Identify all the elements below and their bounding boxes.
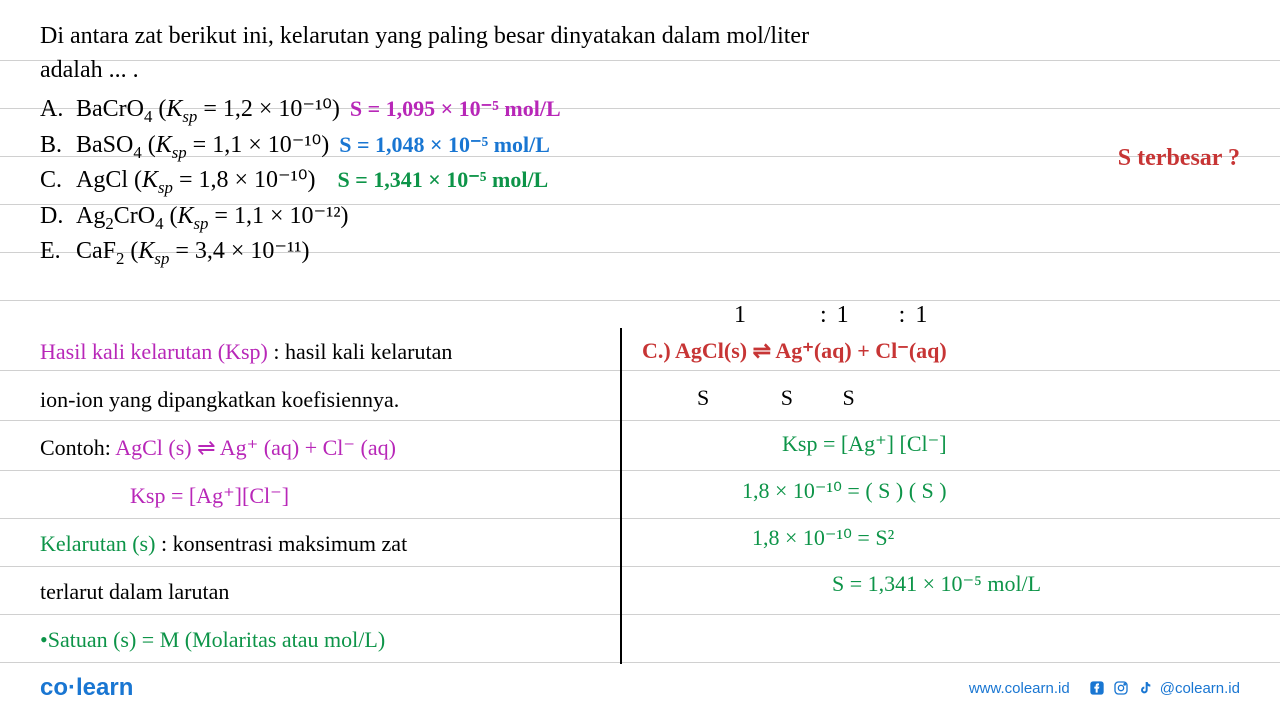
facebook-icon — [1088, 679, 1106, 697]
option-label-e: E. — [40, 235, 76, 267]
explain-line-5: Kelarutan (s) : konsentrasi maksimum zat — [40, 520, 610, 568]
annotation-c: S = 1,341 × 10⁻⁵ mol/L — [337, 165, 548, 195]
ratio-row: 1 : 1 : 1 — [734, 302, 929, 329]
option-e: E. CaF2 (Ksp = 3,4 × 10⁻¹¹) — [40, 235, 1240, 270]
annotation-a: S = 1,095 × 10⁻⁵ mol/L — [350, 94, 561, 124]
tiktok-icon — [1136, 679, 1154, 697]
footer-right: www.colearn.id @colearn.id — [969, 679, 1240, 697]
question-line-2: adalah ... . — [40, 54, 1240, 88]
explain-line-4: Ksp = [Ag⁺][Cl⁻] — [40, 472, 610, 520]
annotation-b: S = 1,048 × 10⁻⁵ mol/L — [339, 130, 550, 160]
option-label-c: C. — [40, 164, 76, 196]
ksp-line-1: Ksp = [Ag⁺] [Cl⁻] — [642, 421, 1240, 468]
explain-line-3: Contoh: AgCl (s) ⇌ Ag⁺ (aq) + Cl⁻ (aq) — [40, 424, 610, 472]
footer-url: www.colearn.id — [969, 680, 1070, 697]
question-annotation: S terbesar ? — [1118, 145, 1240, 172]
option-text-d: Ag2CrO4 (Ksp = 1,1 × 10⁻¹²) — [76, 200, 349, 235]
calculation-column: 1 : 1 : 1 C.) AgCl(s) ⇌ Ag⁺(aq) + Cl⁻(aq… — [620, 328, 1280, 664]
explain-line-1: Hasil kali kelarutan (Ksp) : hasil kali … — [40, 328, 610, 376]
options-list: A. BaCrO4 (Ksp = 1,2 × 10⁻¹⁰) S = 1,095 … — [40, 93, 1240, 270]
ksp-line-2: 1,8 × 10⁻¹⁰ = ( S ) ( S ) — [642, 468, 1240, 515]
question-block: Di antara zat berikut ini, kelarutan yan… — [0, 0, 1280, 271]
instagram-icon — [1112, 679, 1130, 697]
explanation-column: Hasil kali kelarutan (Ksp) : hasil kali … — [0, 328, 620, 664]
option-text-a: BaCrO4 (Ksp = 1,2 × 10⁻¹⁰) — [76, 93, 340, 128]
question-line-1: Di antara zat berikut ini, kelarutan yan… — [40, 20, 1240, 54]
equation-line: C.) AgCl(s) ⇌ Ag⁺(aq) + Cl⁻(aq) — [642, 328, 1240, 375]
option-a: A. BaCrO4 (Ksp = 1,2 × 10⁻¹⁰) S = 1,095 … — [40, 93, 1240, 128]
s-row: S S S — [642, 375, 1240, 422]
option-label-d: D. — [40, 200, 76, 232]
footer-handle: @colearn.id — [1160, 680, 1240, 697]
explain-line-7: •Satuan (s) = M (Molaritas atau mol/L) — [40, 616, 610, 664]
option-text-b: BaSO4 (Ksp = 1,1 × 10⁻¹⁰) — [76, 129, 329, 164]
explain-line-6: terlarut dalam larutan — [40, 568, 610, 616]
footer: co·learn www.colearn.id @colearn.id — [40, 674, 1240, 702]
option-d: D. Ag2CrO4 (Ksp = 1,1 × 10⁻¹²) — [40, 200, 1240, 235]
option-b: B. BaSO4 (Ksp = 1,1 × 10⁻¹⁰) S = 1,048 ×… — [40, 129, 1240, 164]
work-area: Hasil kali kelarutan (Ksp) : hasil kali … — [0, 328, 1280, 664]
explain-line-2: ion-ion yang dipangkatkan koefisiennya. — [40, 376, 610, 424]
option-c: C. AgCl (Ksp = 1,8 × 10⁻¹⁰) S = 1,341 × … — [40, 164, 1240, 199]
option-label-a: A. — [40, 93, 76, 125]
option-text-c: AgCl (Ksp = 1,8 × 10⁻¹⁰) — [76, 164, 315, 199]
option-label-b: B. — [40, 129, 76, 161]
brand-logo: co·learn — [40, 674, 133, 702]
option-text-e: CaF2 (Ksp = 3,4 × 10⁻¹¹) — [76, 235, 309, 270]
ksp-line-3: 1,8 × 10⁻¹⁰ = S² — [642, 515, 1240, 562]
social-icons: @colearn.id — [1088, 679, 1240, 697]
ksp-line-4: S = 1,341 × 10⁻⁵ mol/L — [642, 561, 1240, 608]
